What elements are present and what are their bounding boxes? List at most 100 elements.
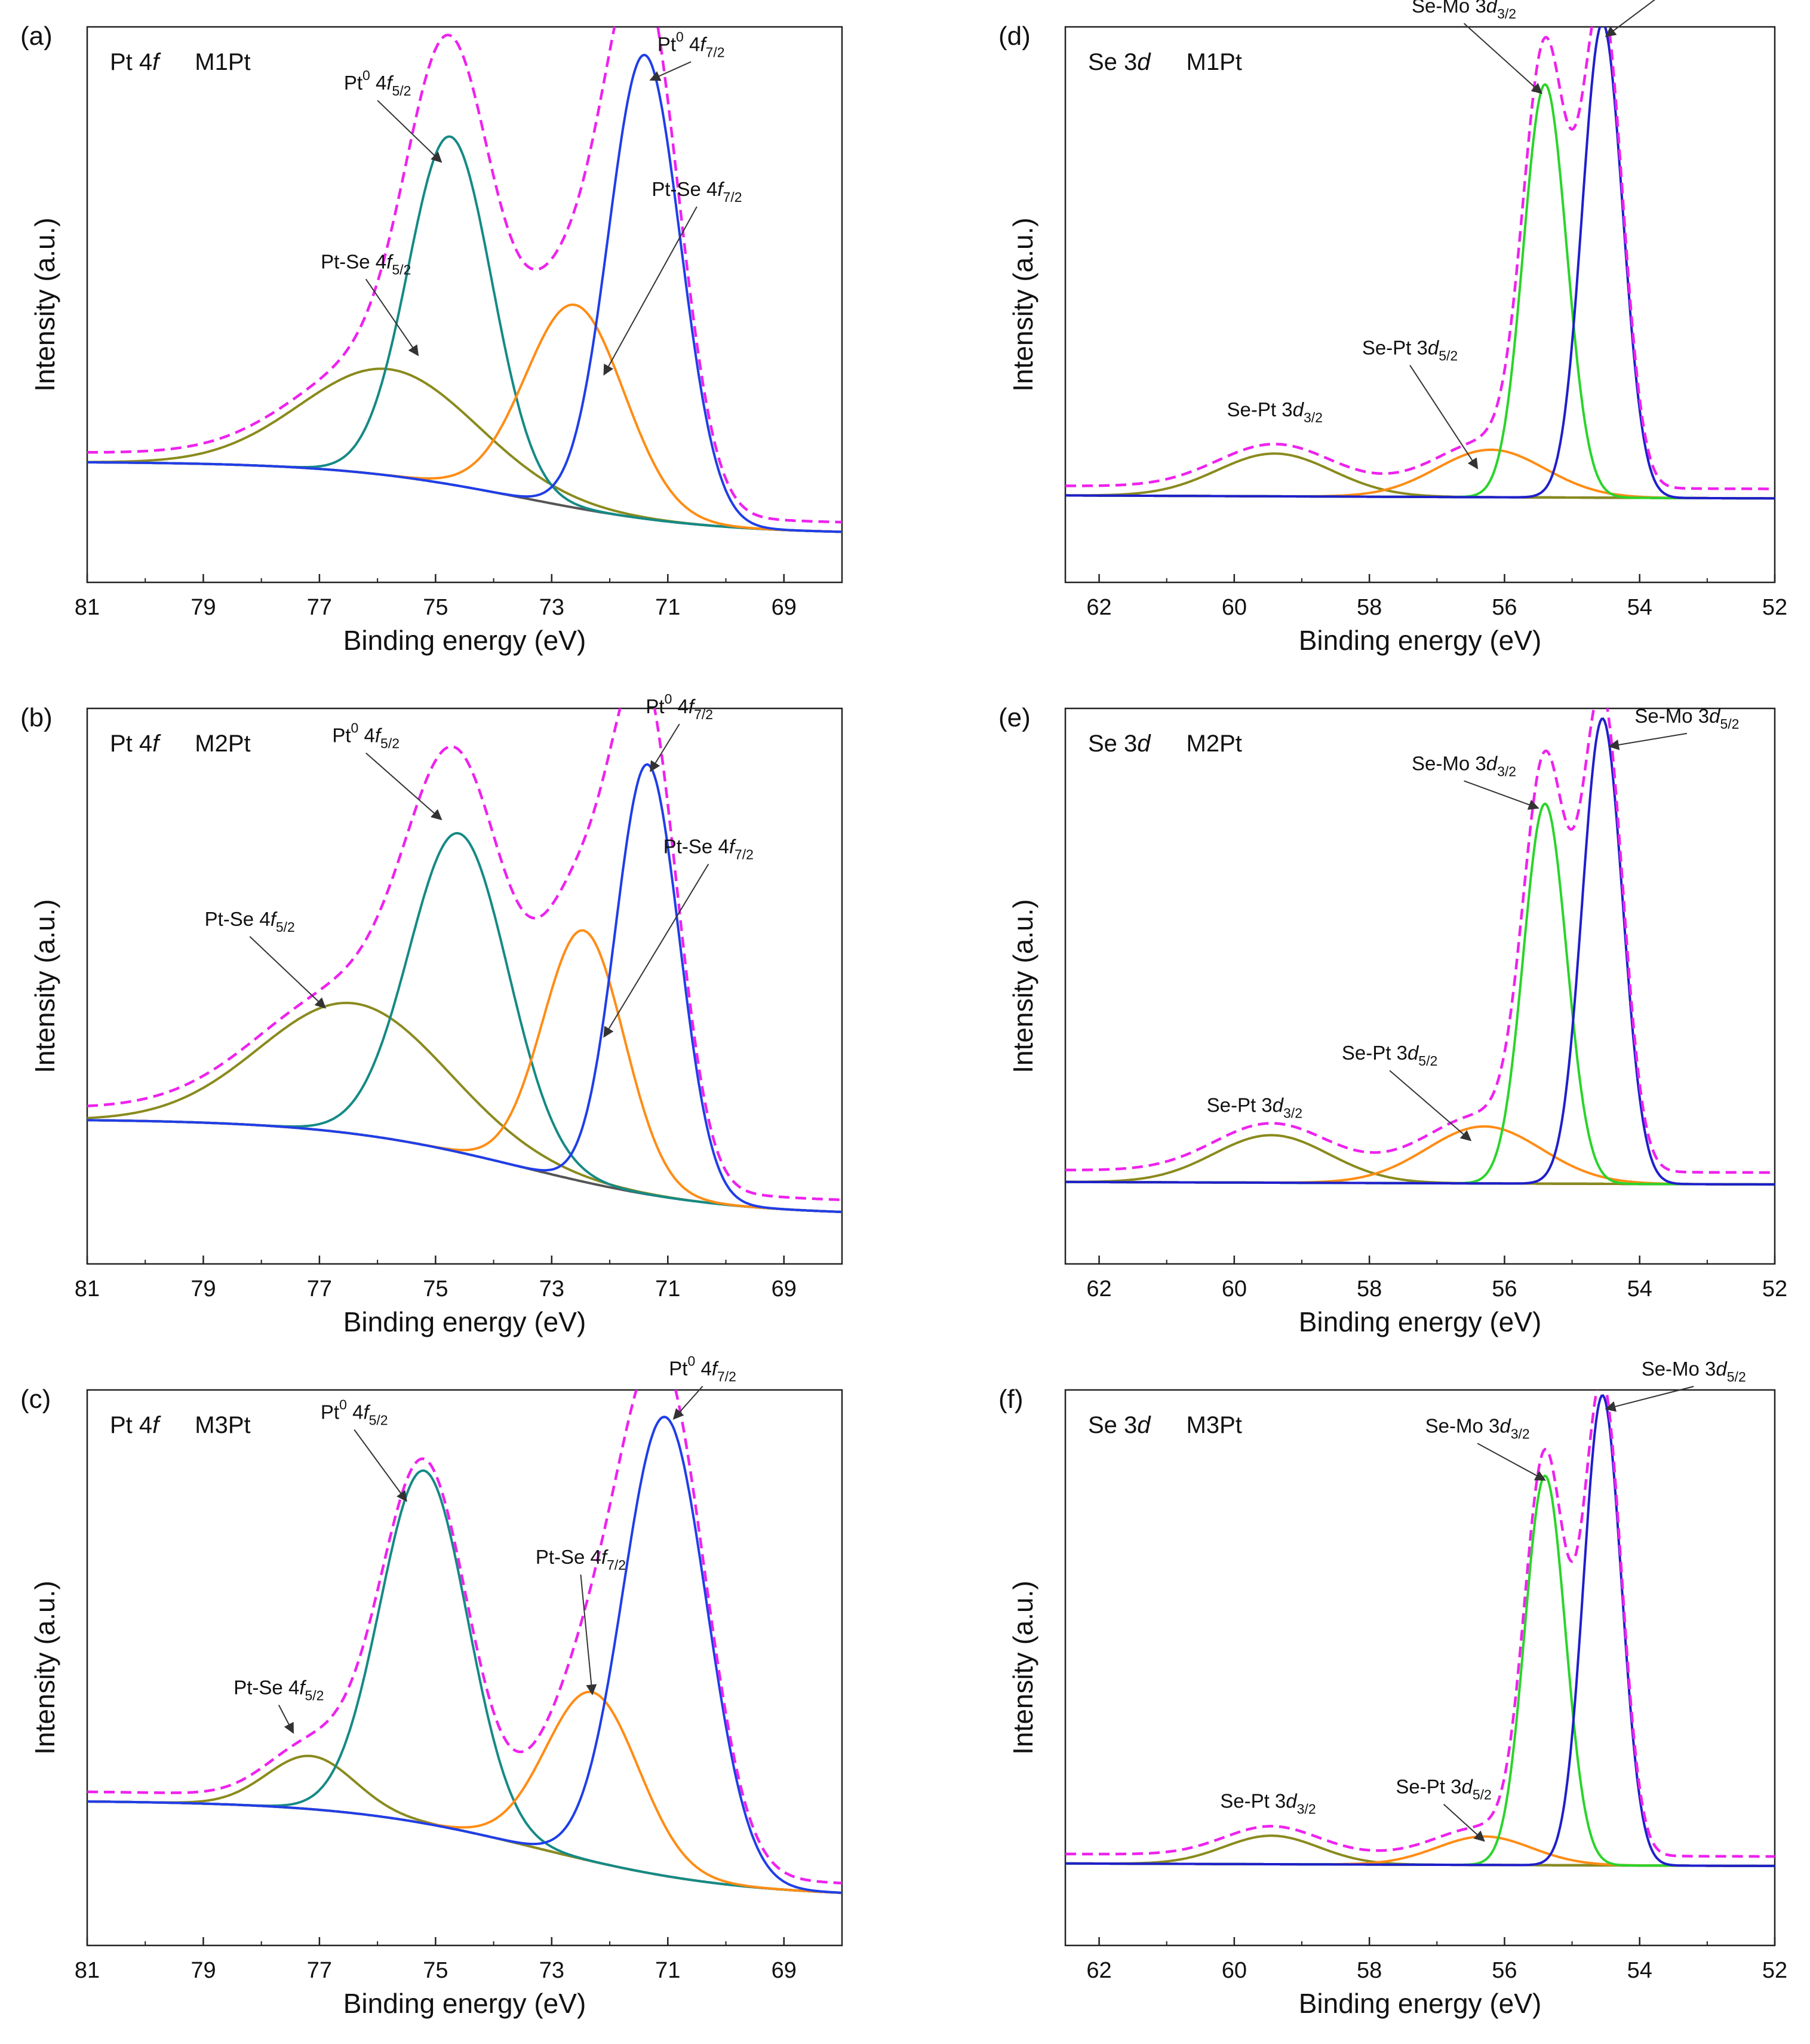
- label-pt-se-4f5-2: Pt-Se 4f5/2: [205, 908, 295, 935]
- series-pt-se-4f5-2: [87, 1754, 842, 1894]
- annotation-arrow: [1443, 1803, 1485, 1842]
- y-axis-label: Intensity (a.u.): [1007, 217, 1038, 391]
- x-axis-label: Binding energy (eV): [343, 1306, 586, 1337]
- curves: [1065, 708, 1775, 1186]
- series-pt0-4f5-2: [87, 1469, 842, 1894]
- x-tick-label: 79: [190, 595, 216, 620]
- annotation-arrow: [1389, 1070, 1472, 1141]
- annotation-arrow: [603, 206, 697, 376]
- label-se-pt-3d5-2: Se-Pt 3d5/2: [1362, 336, 1458, 363]
- x-tick-label: 77: [307, 1276, 332, 1302]
- x-tick-label: 71: [655, 1276, 680, 1302]
- label-se-pt-3d3-2: Se-Pt 3d3/2: [1220, 1790, 1316, 1816]
- label-se-mo-3d5-2: Se-Mo 3d5/2: [1642, 1358, 1746, 1385]
- series-se-mo-3d5-2: [1065, 27, 1775, 500]
- label-se-mo-3d3-2: Se-Mo 3d3/2: [1412, 752, 1516, 779]
- panel-label: (c): [20, 1385, 51, 1414]
- x-axis-label: Binding energy (eV): [1299, 625, 1542, 656]
- x-tick-label: 75: [423, 1958, 448, 1983]
- y-axis-label: Intensity (a.u.): [29, 899, 60, 1073]
- annotation-arrow: [278, 1705, 294, 1734]
- label-pt0-4f5-2: Pt0 4f5/2: [321, 1397, 388, 1428]
- annotation-arrow: [377, 100, 442, 163]
- x-tick-label: 71: [655, 1958, 680, 1983]
- panel-label: (d): [998, 22, 1031, 51]
- panel-title: Pt 4f M2Pt: [110, 731, 251, 757]
- x-axis-label: Binding energy (eV): [1299, 1988, 1542, 2019]
- label-pt-se-4f7-2: Pt-Se 4f7/2: [536, 1546, 626, 1573]
- curves: [1065, 1390, 1775, 1867]
- baseline-line: [87, 1119, 842, 1213]
- series-pt0-4f7-2: [87, 1416, 842, 1894]
- y-axis-label: Intensity (a.u.): [29, 1580, 60, 1754]
- label-pt0-4f5-2: Pt0 4f5/2: [344, 67, 411, 99]
- x-tick-label: 81: [75, 595, 100, 620]
- annotation-arrow: [672, 1386, 703, 1420]
- annotation-arrow: [1605, 0, 1656, 37]
- x-tick-label: 56: [1492, 595, 1517, 620]
- label-se-mo-3d5-2: Se-Mo 3d5/2: [1634, 705, 1739, 732]
- x-tick-label: 52: [1762, 1958, 1787, 1983]
- panel-title: Se 3d M2Pt: [1088, 731, 1242, 757]
- series-envelope: [87, 27, 842, 524]
- x-axis-label: Binding energy (eV): [1299, 1306, 1542, 1337]
- panel-title: Se 3d M1Pt: [1088, 49, 1242, 75]
- annotation-arrow: [603, 864, 709, 1038]
- x-tick-label: 77: [307, 595, 332, 620]
- x-tick-label: 69: [772, 595, 797, 620]
- x-tick-label: 58: [1357, 1958, 1382, 1983]
- annotation-arrow: [1605, 1386, 1694, 1412]
- panel-label: (a): [20, 22, 53, 51]
- annotation-arrow: [1463, 23, 1542, 94]
- annotation-arrow: [649, 61, 692, 81]
- x-tick-label: 75: [423, 595, 448, 620]
- panel-c: (c) Pt 4f M3Pt 81 79 77 75 73 71 69 Binding energy…: [20, 1354, 843, 2019]
- panel-label: (f): [998, 1385, 1024, 1414]
- annotation-arrow: [1409, 364, 1479, 469]
- series-se-mo-3d3-2: [1065, 82, 1775, 500]
- label-pt-se-4f5-2: Pt-Se 4f5/2: [321, 250, 411, 277]
- y-axis-label: Intensity (a.u.): [1007, 899, 1038, 1073]
- series-pt-se-4f5-2: [87, 367, 842, 533]
- label-se-pt-3d3-2: Se-Pt 3d3/2: [1207, 1094, 1302, 1121]
- x-tick-label: 79: [190, 1276, 216, 1302]
- curves: [87, 27, 842, 533]
- x-tick-label: 58: [1357, 595, 1382, 620]
- x-tick-label: 56: [1492, 1276, 1517, 1302]
- label-pt0-4f7-2: Pt0 4f7/2: [646, 691, 713, 722]
- annotation-arrow: [365, 752, 442, 821]
- series-pt-se-4f5-2: [87, 1002, 842, 1213]
- panel-title: Se 3d M3Pt: [1088, 1412, 1242, 1438]
- x-tick-label: 54: [1627, 1958, 1652, 1983]
- baseline-line: [87, 1800, 842, 1894]
- annotation-arrow: [365, 278, 419, 357]
- label-pt-se-4f7-2: Pt-Se 4f7/2: [663, 836, 754, 863]
- plot-frame: [86, 707, 843, 1265]
- series-se-pt-3d5-2: [1065, 448, 1775, 500]
- curves: [87, 708, 842, 1213]
- x-tick-label: 81: [75, 1958, 100, 1983]
- x-tick-label: 62: [1086, 1276, 1111, 1302]
- label-se-pt-3d5-2: Se-Pt 3d5/2: [1396, 1776, 1491, 1803]
- y-axis-label: Intensity (a.u.): [29, 217, 60, 391]
- label-pt0-4f5-2: Pt0 4f5/2: [332, 720, 400, 751]
- annotation-arrow: [1608, 732, 1688, 750]
- panel-label: (b): [20, 703, 53, 732]
- annotation-arrow: [1464, 780, 1539, 810]
- x-tick-label: 73: [539, 1958, 564, 1983]
- series-pt0-4f5-2: [87, 831, 842, 1213]
- x-tick-label: 60: [1222, 595, 1247, 620]
- series-pt0-4f7-2: [87, 763, 842, 1213]
- panel-e: (e) Se 3d M2Pt 62 60 58 56 54 52 Binding energy (…: [998, 703, 1787, 1337]
- x-axis-label: Binding energy (eV): [343, 625, 586, 656]
- x-tick-label: 52: [1762, 1276, 1787, 1302]
- x-tick-label: 58: [1357, 1276, 1382, 1302]
- label-se-pt-3d3-2: Se-Pt 3d3/2: [1227, 398, 1323, 425]
- x-tick-label: 81: [75, 1276, 100, 1302]
- series-envelope: [1065, 1390, 1775, 1858]
- series-pt0-4f7-2: [87, 53, 842, 533]
- label-se-mo-3d3-2: Se-Mo 3d3/2: [1412, 0, 1516, 22]
- label-pt0-4f7-2: Pt0 4f7/2: [669, 1354, 736, 1385]
- series-envelope: [87, 1390, 842, 1885]
- annotation-arrow: [580, 1575, 597, 1696]
